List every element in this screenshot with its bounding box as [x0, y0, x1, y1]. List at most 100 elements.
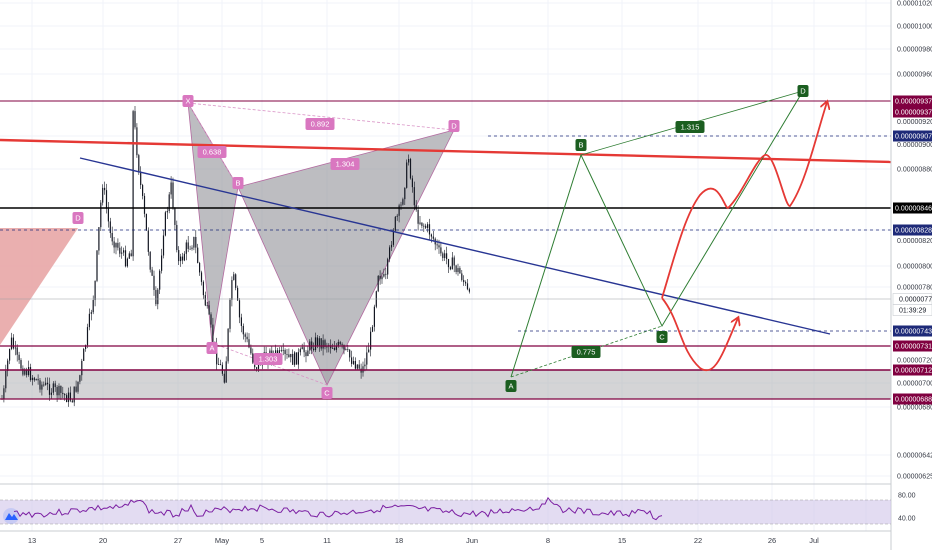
candle: [468, 287, 470, 294]
candle: [231, 276, 233, 307]
ratio-label: 0.638: [197, 146, 227, 158]
candle: [409, 157, 412, 180]
candle: [351, 350, 353, 367]
svg-text:0.00000907: 0.00000907: [895, 134, 932, 141]
y-tick-label: 0.00000800: [897, 264, 932, 271]
candle: [168, 191, 170, 214]
candle: [440, 241, 442, 257]
candle: [381, 272, 383, 284]
rsi-pane: [0, 496, 891, 525]
rsi-tick-label: 40.00: [898, 516, 916, 523]
svg-text:0.00000688: 0.00000688: [895, 397, 932, 404]
svg-text:D: D: [800, 87, 806, 96]
pattern-point-a: A: [206, 342, 218, 354]
candle: [176, 220, 178, 253]
candle: [9, 348, 11, 365]
candle: [18, 351, 20, 364]
candle: [67, 387, 70, 407]
x-tick-label: 5: [260, 536, 264, 545]
candle: [256, 366, 258, 372]
svg-text:D: D: [75, 214, 81, 223]
candle: [423, 223, 425, 232]
ratio-label: 0.892: [305, 118, 335, 130]
candle: [373, 304, 375, 332]
candle: [411, 175, 413, 193]
price-tag: 0.00000846: [893, 202, 932, 214]
candle: [210, 312, 212, 328]
svg-text:0.00000846: 0.00000846: [895, 206, 932, 213]
candle: [10, 332, 13, 351]
price-tag: 0.00000771: [892, 293, 932, 305]
candle: [161, 248, 163, 274]
candle: [164, 210, 166, 237]
candle: [199, 261, 201, 276]
candle: [73, 386, 75, 407]
candle: [140, 166, 142, 190]
y-tick-label: 0.00000820: [897, 238, 932, 245]
candle: [425, 223, 427, 230]
pattern-point-a: A: [505, 380, 517, 392]
red-trendline: [0, 138, 892, 164]
candle: [54, 380, 56, 392]
candle: [408, 154, 410, 166]
candle: [142, 183, 144, 200]
x-axis-ticks: 13 20 27 May 5 11 18 Jun 8 15 22 26 Jul: [28, 536, 819, 545]
candle: [446, 246, 448, 265]
candle: [75, 380, 77, 393]
x-tick-label: 22: [694, 536, 702, 545]
candle: [345, 348, 347, 351]
candle: [115, 242, 117, 255]
svg-text:0.00000712: 0.00000712: [895, 368, 932, 375]
price-tag: 0.00000937: [893, 95, 932, 107]
svg-text:A: A: [508, 382, 513, 391]
candle: [335, 342, 337, 353]
candle: [172, 177, 174, 210]
candle: [305, 350, 307, 363]
candle: [145, 213, 147, 231]
candle: [151, 266, 153, 276]
svg-text:0.638: 0.638: [203, 148, 222, 157]
y-tick-label: 0.00000920: [897, 119, 932, 126]
candle: [31, 374, 33, 386]
y-tick-label: 0.00000900: [897, 142, 932, 149]
candle: [398, 203, 400, 223]
x-tick-label: 27: [174, 536, 182, 545]
y-tick-label: 0.00000642: [897, 453, 932, 460]
rsi-axis-ticks: 80.00 40.00: [898, 493, 916, 523]
candle: [339, 340, 341, 346]
candle: [379, 270, 381, 285]
candle: [20, 358, 22, 370]
candle: [286, 348, 288, 359]
support-zone: [0, 370, 891, 399]
x-tick-label: 20: [99, 536, 107, 545]
candle: [189, 245, 191, 250]
candle: [181, 252, 184, 265]
candle: [436, 239, 438, 250]
candle: [432, 230, 434, 242]
y-tick-label: 0.00000720: [897, 357, 932, 364]
candle: [294, 351, 296, 367]
candle: [47, 377, 49, 391]
candle: [444, 249, 446, 261]
candle: [128, 251, 130, 259]
candle: [218, 357, 220, 365]
candle: [149, 251, 151, 273]
x-tick-label: May: [215, 536, 229, 545]
candle: [22, 365, 24, 377]
candle: [195, 230, 197, 254]
candle: [58, 383, 60, 400]
indicator-logo-mountain: [5, 513, 18, 520]
candle: [208, 300, 210, 316]
candle: [29, 363, 32, 382]
candle: [229, 297, 231, 333]
candle: [417, 205, 419, 231]
candle: [119, 242, 121, 258]
candle: [461, 269, 463, 282]
candle: [98, 226, 100, 255]
candle: [143, 193, 146, 218]
candle: [354, 357, 356, 371]
candle: [292, 349, 294, 365]
candle: [123, 247, 125, 256]
candle: [303, 342, 305, 358]
